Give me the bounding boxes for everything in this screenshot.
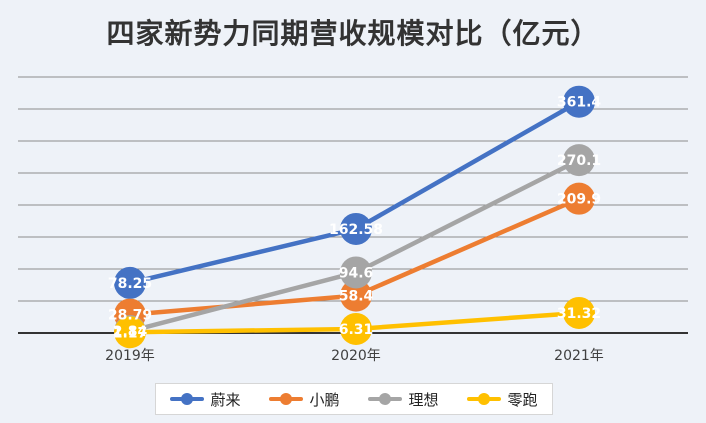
data-label: 6.31: [339, 322, 374, 338]
legend-label: 理想: [408, 390, 439, 409]
chart-title: 四家新势力同期营收规模对比（亿元）: [106, 17, 600, 50]
legend-label: 零跑: [507, 390, 538, 409]
data-point: [340, 256, 372, 289]
data-point: [114, 316, 146, 349]
legend-item: 理想: [368, 389, 439, 410]
data-label: 58.4: [339, 289, 374, 305]
x-tick-label: 2019年: [105, 348, 155, 364]
data-label: 2.84: [113, 324, 148, 340]
data-point: [563, 182, 595, 215]
data-point: [563, 296, 595, 329]
data-point: [563, 85, 595, 118]
legend-item: 零跑: [467, 389, 538, 410]
legend: 蔚来 小鹏 理想 零跑: [155, 383, 553, 415]
data-point: [340, 212, 372, 245]
data-point: [340, 312, 372, 345]
legend-swatch: [269, 393, 304, 405]
data-label: 28.79: [108, 308, 152, 324]
data-label: 361.4: [557, 95, 602, 111]
legend-swatch: [170, 393, 205, 405]
data-label: 209.9: [557, 192, 601, 208]
legend-label: 小鹏: [309, 390, 340, 409]
legend-label: 蔚来: [210, 390, 241, 409]
data-label: 78.25: [108, 276, 152, 292]
data-point: [114, 266, 146, 299]
legend-item: 小鹏: [269, 389, 340, 410]
data-point: [563, 144, 595, 177]
data-label: 94.6: [339, 265, 374, 281]
data-point: [340, 279, 372, 312]
x-tick-label: 2021年: [554, 348, 604, 364]
legend-item: 蔚来: [170, 389, 241, 410]
data-label: 31.32: [557, 306, 601, 322]
data-label: 270.1: [557, 153, 601, 169]
x-tick-label: 2020年: [331, 348, 381, 364]
data-label: 1.17: [113, 325, 148, 341]
data-label: 162.58: [329, 222, 383, 238]
legend-swatch: [368, 393, 403, 405]
legend-swatch: [467, 393, 502, 405]
